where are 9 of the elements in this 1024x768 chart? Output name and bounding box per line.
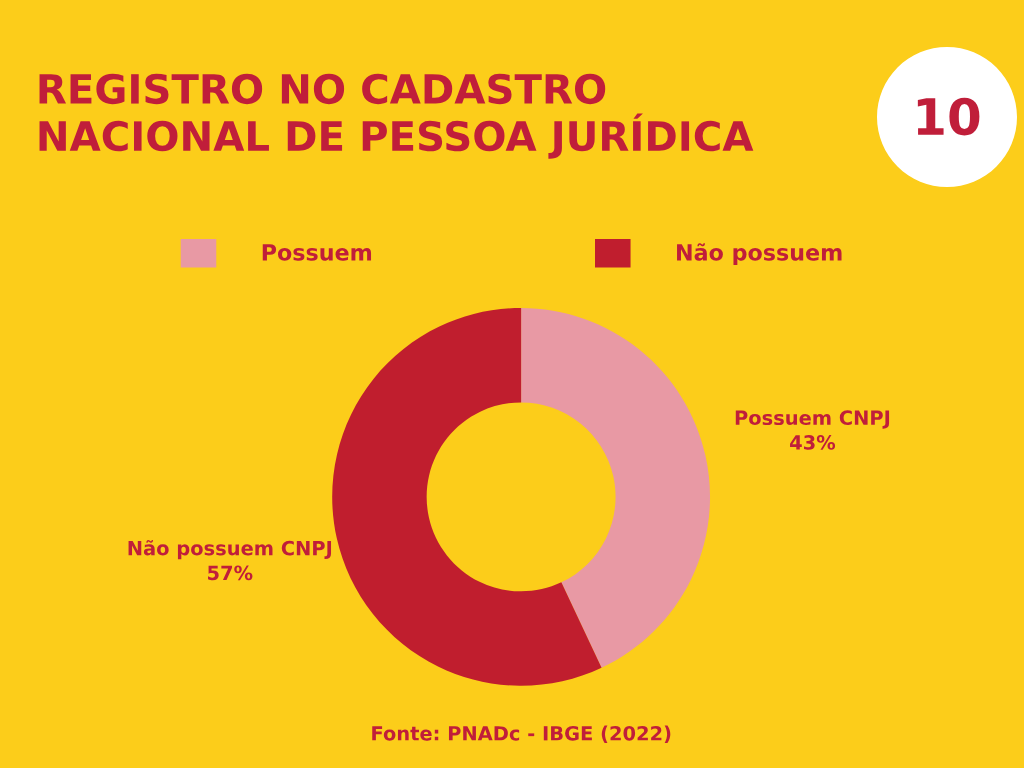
legend-label: Possuem bbox=[262, 244, 372, 261]
data-label: Possuem CNPJ 43% bbox=[735, 410, 890, 450]
donut-slice bbox=[521, 307, 711, 668]
text: 10 bbox=[917, 97, 980, 136]
donut-slice bbox=[332, 307, 602, 686]
data-label: Não possuem CNPJ 57% bbox=[128, 540, 332, 581]
source-note: Fonte: PNADc - IBGE (2022) bbox=[372, 725, 671, 743]
chart-title: REGISTRO NO CADASTRO NACIONAL DE PESSOA JURÍDICA bbox=[39, 73, 754, 159]
legend-label: Não possuem bbox=[677, 243, 842, 266]
